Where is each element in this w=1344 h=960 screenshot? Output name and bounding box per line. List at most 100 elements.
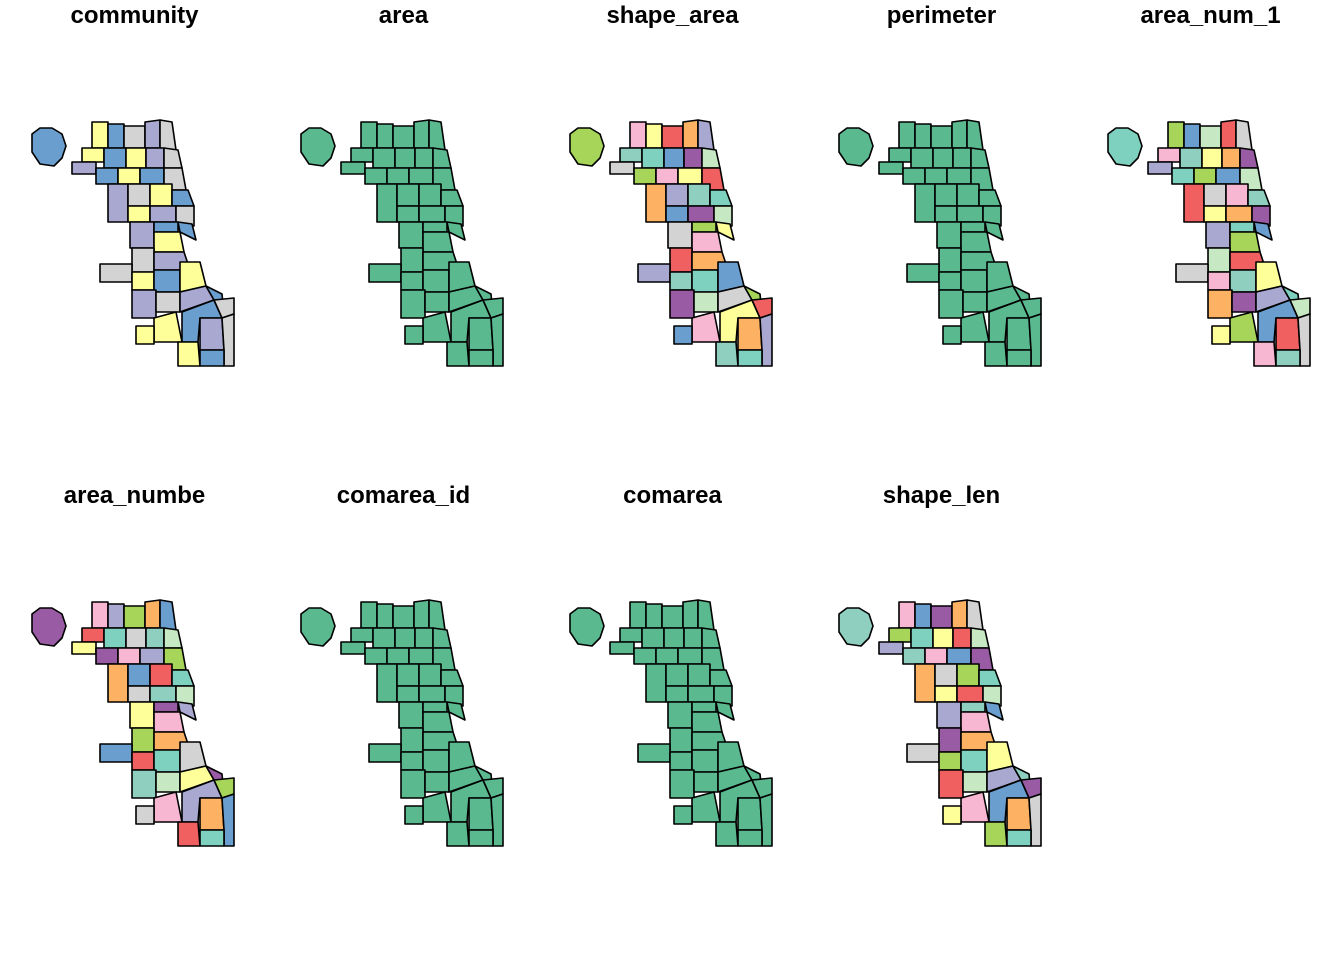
community-area-polygon: [95, 167, 119, 185]
community-area-polygon: [144, 599, 161, 629]
community-area-polygon: [932, 627, 954, 649]
community-area-polygon: [129, 701, 155, 729]
community-area-polygon: [446, 821, 470, 847]
community-area-polygon: [145, 147, 165, 169]
community-area-polygon: [129, 221, 155, 249]
community-area-polygon: [938, 769, 964, 799]
community-area-polygon: [1006, 349, 1032, 367]
community-area-polygon: [888, 147, 912, 163]
community-area-polygon: [418, 205, 446, 223]
community-area-polygon: [123, 605, 146, 629]
community-area-polygon: [117, 647, 141, 665]
community-area-polygon: [175, 205, 195, 227]
community-area-polygon: [960, 311, 990, 343]
community-area-polygon: [1157, 147, 1181, 163]
community-area-polygon: [392, 125, 415, 149]
community-area-polygon: [946, 647, 972, 665]
community-area-polygon: [1275, 317, 1301, 351]
community-area-polygon: [956, 685, 984, 703]
community-area-polygon: [663, 147, 685, 169]
community-area-polygon: [669, 769, 695, 799]
community-area-polygon: [665, 685, 689, 703]
community-area-polygon: [682, 599, 699, 629]
community-area-polygon: [153, 711, 185, 733]
community-area-polygon: [221, 313, 235, 367]
community-area-polygon: [951, 119, 968, 149]
community-area-polygon: [131, 271, 155, 291]
community-area-polygon: [715, 821, 739, 847]
community-area-polygon: [960, 749, 988, 773]
community-area-polygon: [1229, 269, 1257, 293]
community-area-polygon: [1220, 119, 1237, 149]
panel-title: area: [378, 2, 429, 29]
community-area-polygon: [490, 793, 504, 847]
community-area-polygon: [936, 221, 962, 249]
community-area-polygon: [428, 119, 446, 151]
community-area-polygon: [962, 291, 988, 313]
community-area-polygon: [422, 311, 452, 343]
community-area-polygon: [159, 119, 177, 151]
community-areas: [1107, 119, 1311, 367]
community-area-polygon: [697, 119, 715, 151]
community-area-polygon: [131, 289, 157, 319]
community-area-polygon: [446, 221, 466, 241]
community-area-polygon: [1297, 313, 1311, 367]
community-area-polygon: [125, 147, 147, 169]
community-area-polygon: [340, 161, 366, 175]
community-area-polygon: [1167, 121, 1185, 149]
community-area-polygon: [910, 627, 934, 649]
community-area-polygon: [394, 627, 416, 649]
community-area-polygon: [934, 685, 958, 703]
community-area-polygon: [667, 701, 693, 729]
community-area-polygon: [468, 349, 494, 367]
community-areas: [31, 599, 235, 847]
community-area-polygon: [153, 791, 183, 823]
community-areas: [569, 119, 773, 367]
community-area-polygon: [1235, 119, 1253, 151]
community-area-polygon: [103, 627, 127, 649]
community-area-polygon: [1203, 183, 1227, 207]
community-area-polygon: [1229, 221, 1255, 233]
community-area-polygon: [350, 627, 374, 643]
panel-title: perimeter: [886, 2, 997, 29]
community-area-polygon: [691, 221, 717, 233]
community-area-polygon: [360, 601, 378, 629]
community-area-polygon: [629, 601, 647, 629]
community-area-polygon: [199, 797, 225, 831]
community-area-polygon: [424, 291, 450, 313]
community-area-polygon: [376, 663, 398, 703]
community-area-polygon: [633, 167, 657, 185]
community-area-polygon: [932, 147, 954, 169]
community-area-polygon: [1147, 161, 1173, 175]
community-area-polygon: [1107, 127, 1143, 167]
community-area-polygon: [444, 685, 464, 707]
community-area-polygon: [424, 771, 450, 793]
chicago-area-map: [300, 119, 504, 367]
community-area-polygon: [398, 221, 424, 249]
community-area-polygon: [1183, 123, 1201, 149]
community-area-polygon: [1006, 317, 1032, 351]
panel-title: community: [70, 2, 199, 29]
community-area-polygon: [135, 325, 155, 345]
community-area-polygon: [683, 147, 703, 169]
community-area-polygon: [404, 805, 424, 825]
community-area-polygon: [569, 607, 605, 647]
map-panel-comarea: comarea: [538, 480, 807, 960]
community-area-polygon: [99, 263, 133, 283]
community-area-polygon: [396, 663, 420, 687]
community-area-polygon: [924, 647, 948, 665]
community-area-polygon: [422, 221, 448, 233]
community-area-polygon: [153, 221, 179, 233]
community-area-polygon: [372, 627, 396, 649]
community-area-polygon: [1251, 205, 1271, 227]
community-area-polygon: [663, 627, 685, 649]
community-area-polygon: [946, 167, 972, 185]
community-area-polygon: [665, 663, 689, 687]
community-area-polygon: [956, 663, 980, 687]
community-area-polygon: [394, 147, 416, 169]
community-area-polygon: [952, 147, 972, 169]
community-area-polygon: [131, 769, 157, 799]
community-area-polygon: [400, 727, 424, 753]
community-area-polygon: [902, 167, 926, 185]
community-area-polygon: [691, 701, 717, 713]
